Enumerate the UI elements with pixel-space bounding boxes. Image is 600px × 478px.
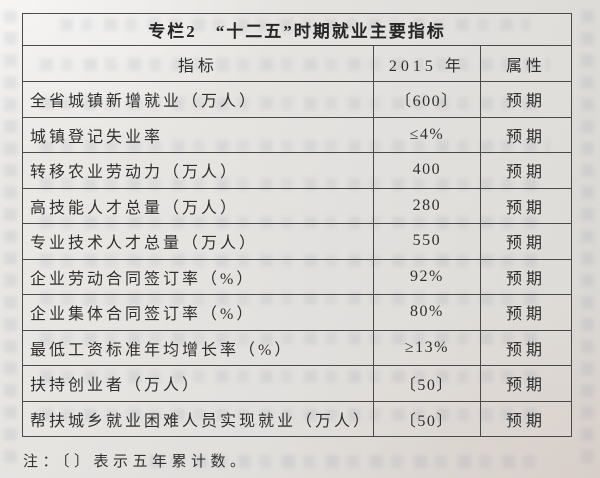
table-row: 帮扶城乡就业困难人员实现就业（万人） 〔50〕 预期 [23,401,571,436]
attribute-cell: 预期 [481,224,571,260]
header-attribute: 属性 [481,46,571,82]
indicator-cell: 最低工资标准年均增长率（%） [23,330,374,366]
attribute-cell: 预期 [506,412,547,430]
table-row: 转移农业劳动力（万人） 400 预期 [23,153,571,189]
table-title: 专栏2 “十二五”时期就业主要指标 [23,14,571,46]
employment-indicators-table: 专栏2 “十二五”时期就业主要指标 指标 2015 年 属性 全省城镇新增就业（… [22,13,572,437]
value-cell: 〔600〕 [373,82,482,118]
value-cell: ≥13% [373,330,482,366]
footnote: 注：〔〕表示五年累计数。 [23,454,250,470]
header-2015: 2015 年 [373,46,482,82]
table-row: 专业技术人才总量（万人） 550 预期 [23,224,571,260]
table-row: 最低工资标准年均增长率（%） ≥13% 预期 [23,330,571,366]
table-row: 企业劳动合同签订率（%） 92% 预期 [23,259,571,295]
table-header-row: 指标 2015 年 属性 [23,46,571,82]
indicator-cell: 企业劳动合同签订率（%） [23,259,374,295]
table-row: 企业集体合同签订率（%） 80% 预期 [23,295,571,331]
bleedthrough-texture [581,10,594,468]
indicator-cell: 专业技术人才总量（万人） [23,224,374,260]
value-cell: 〔50〕 [374,401,482,436]
attribute-cell: 预期 [481,295,571,331]
indicator-cell: 扶持创业者（万人） [23,366,374,402]
attribute-cell: 预期 [481,331,571,366]
value-cell: 400 [373,153,482,189]
table-row: 城镇登记失业率 ≤4% 预期 [23,117,571,153]
value-cell: 92% [373,259,482,295]
indicator-cell: 城镇登记失业率 [23,117,374,153]
table-row: 全省城镇新增就业（万人） 〔600〕 预期 [23,82,571,118]
value-cell: 280 [373,188,482,224]
value-cell: ≤4% [373,117,482,153]
indicator-cell: 转移农业劳动力（万人） [23,153,374,189]
attribute-cell: 预期 [481,366,571,402]
attribute-cell: 预期 [481,153,571,189]
attribute-cell: 预期 [481,118,571,153]
attribute-cell: 预期 [481,260,571,295]
table-row: 扶持创业者（万人） 〔50〕 预期 [23,366,571,402]
attribute-cell: 预期 [481,82,571,118]
indicator-cell: 企业集体合同签订率（%） [23,295,374,331]
indicator-cell: 高技能人才总量（万人） [23,188,374,224]
header-indicator: 指标 [23,46,374,82]
table-row: 高技能人才总量（万人） 280 预期 [23,188,571,224]
attribute-cell: 预期 [481,189,571,224]
value-cell: 〔50〕 [373,366,482,402]
indicator-cell: 全省城镇新增就业（万人） [23,82,374,118]
value-cell: 550 [373,224,482,260]
bleedthrough-texture [4,10,17,468]
indicator-cell: 帮扶城乡就业困难人员实现就业（万人） [23,401,374,436]
value-cell: 80% [373,295,482,331]
